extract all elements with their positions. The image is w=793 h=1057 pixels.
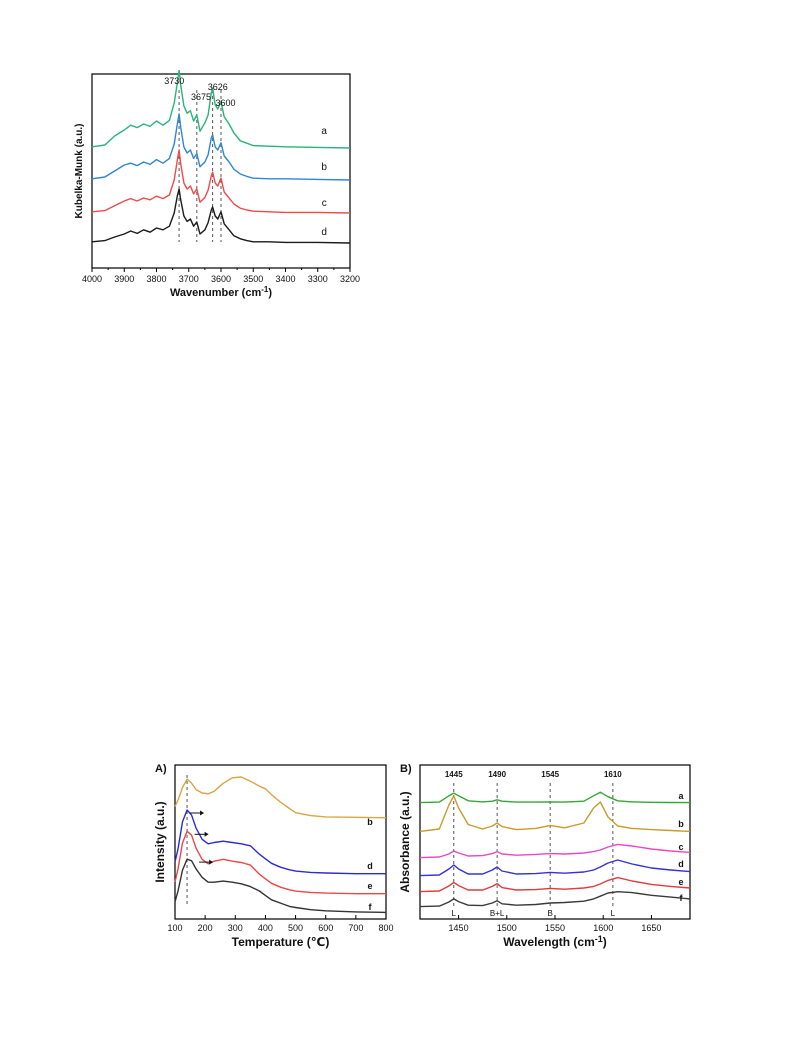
series-c-line <box>91 149 351 214</box>
y-axis-title: Absorbance (a.u.) <box>398 791 412 892</box>
x-tick-label: 3900 <box>114 274 134 284</box>
series-label: a <box>321 126 327 137</box>
peak-label: 1610 <box>604 770 622 779</box>
series-label: f <box>369 902 373 912</box>
peak-label: 1545 <box>541 770 559 779</box>
series-label: d <box>321 227 327 238</box>
series-b-line <box>174 776 387 819</box>
site-label: B <box>548 909 553 918</box>
shift-arrow-head <box>204 831 209 837</box>
series-e-line <box>419 876 691 893</box>
site-label: L <box>452 909 457 918</box>
series-label: d <box>367 861 373 871</box>
plot-frame <box>419 764 691 920</box>
y-axis-title: Intensity (a.u.) <box>153 801 167 882</box>
x-tick-label: 3300 <box>308 274 328 284</box>
series-label: f <box>680 893 684 903</box>
x-tick-label: 1650 <box>641 923 661 933</box>
x-tick-label: 1500 <box>497 923 517 933</box>
x-tick-label: 3600 <box>211 274 231 284</box>
x-tick-label: 100 <box>167 923 182 933</box>
series-label: a <box>678 791 684 801</box>
peak-label: 3730 <box>164 76 184 86</box>
series-label: e <box>367 881 372 891</box>
series-a-line <box>419 791 691 804</box>
peak-label: 1445 <box>445 770 463 779</box>
peak-label: 3626 <box>208 82 228 92</box>
x-axis-title: Wavelength (cm-1) <box>503 934 607 949</box>
series-label: c <box>322 198 327 209</box>
x-tick-label: 4000 <box>82 274 102 284</box>
x-tick-label: 3800 <box>146 274 166 284</box>
series-label: b <box>367 817 373 827</box>
x-tick-label: 3400 <box>275 274 295 284</box>
x-tick-label: 1600 <box>593 923 613 933</box>
series-b-line <box>91 113 351 181</box>
x-axis-title: Wavenumber (cm-1) <box>170 285 272 299</box>
series-b-line <box>419 795 691 833</box>
y-axis-title: Kubelka-Munk (a.u.) <box>74 123 85 218</box>
x-tick-label: 3200 <box>340 274 360 284</box>
tpd-chart: A) 100 200 300 400 500 600 700 800 Temperature (℃… <box>153 763 394 949</box>
series-label: c <box>678 842 683 852</box>
x-tick-label: 800 <box>378 923 393 933</box>
ir-spectra-chart: 4000 3900 3800 3700 3600 3500 3400 3300 3200 Wave… <box>74 70 360 299</box>
panel-label: A) <box>155 763 167 775</box>
x-tick-label: 600 <box>318 923 333 933</box>
peak-label: 3600 <box>215 98 235 108</box>
peak-label: 1490 <box>488 770 506 779</box>
site-label: L <box>611 909 616 918</box>
series-f-line <box>419 890 691 908</box>
series-d-line <box>91 188 351 244</box>
shift-arrow-head <box>200 810 205 816</box>
series-label: b <box>678 819 684 829</box>
x-tick-label: 300 <box>228 923 243 933</box>
series-d-line <box>419 859 691 877</box>
x-tick-label: 3500 <box>243 274 263 284</box>
plot-frame <box>174 764 387 920</box>
series-e-line <box>174 830 386 895</box>
peak-label: 3675 <box>191 92 211 102</box>
pyridine-ir-chart: B) 1450 1500 1550 1600 1650 Wavelength (cm-1) A… <box>398 763 691 949</box>
x-tick-label: 700 <box>348 923 363 933</box>
series-f-line <box>174 858 387 914</box>
x-tick-label: 3700 <box>179 274 199 284</box>
series-label: d <box>678 859 684 869</box>
series-c-line <box>419 843 691 859</box>
site-label: B+L <box>490 909 505 918</box>
series-label: e <box>678 877 683 887</box>
x-tick-label: 1550 <box>545 923 565 933</box>
x-tick-label: 1450 <box>449 923 469 933</box>
x-tick-label: 200 <box>198 923 213 933</box>
series-a-line <box>91 70 351 149</box>
panel-label: B) <box>400 763 412 775</box>
series-d-line <box>174 809 386 875</box>
series-label: b <box>321 162 327 173</box>
x-tick-label: 500 <box>288 923 303 933</box>
x-tick-label: 400 <box>258 923 273 933</box>
x-axis-title: Temperature (℃) <box>232 935 330 949</box>
shift-arrow-head <box>209 859 214 865</box>
